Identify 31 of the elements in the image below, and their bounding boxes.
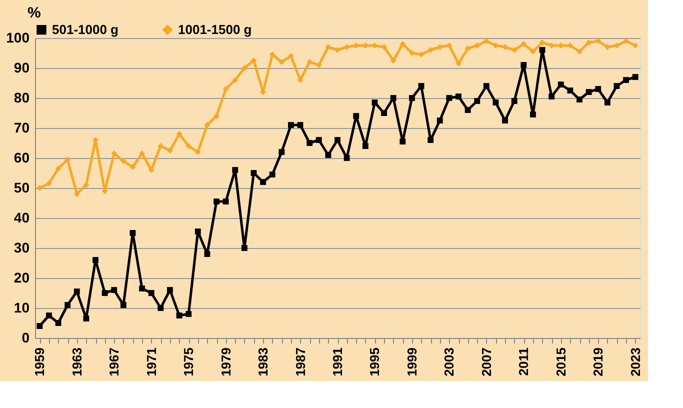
y-tick-label: 0 xyxy=(22,330,30,346)
x-tick-label: 2019 xyxy=(590,348,606,376)
x-tick-label: 2023 xyxy=(628,348,643,376)
y-tick-label: 60 xyxy=(14,150,30,166)
y-tick-label: 30 xyxy=(14,240,30,256)
x-tick-label: 1987 xyxy=(292,348,308,376)
y-tick-label: 100 xyxy=(6,30,30,46)
y-tick-label: 80 xyxy=(14,90,30,106)
x-tick-label: 2003 xyxy=(442,348,457,376)
y-tick-label: 70 xyxy=(14,120,30,136)
y-tick-label: 10 xyxy=(14,300,30,316)
x-tick-label: 2015 xyxy=(553,348,568,376)
x-tick-label: 1983 xyxy=(256,348,271,376)
y-tick-label: 20 xyxy=(14,270,30,286)
y-tick-label: 50 xyxy=(14,180,30,196)
x-tick-label: 1967 xyxy=(106,348,122,376)
y-axis-title: % xyxy=(28,4,41,22)
x-tick-label: 1979 xyxy=(218,348,234,376)
x-tick-label: 1991 xyxy=(330,348,345,376)
legend-label: 501-1000 g xyxy=(52,22,119,37)
x-tick-label: 1999 xyxy=(404,348,420,376)
x-tick-label: 1959 xyxy=(32,348,48,376)
x-tick-label: 2007 xyxy=(478,348,494,376)
x-tick-label: 1963 xyxy=(69,348,84,376)
x-tick-label: 1995 xyxy=(367,348,382,376)
y-tick-label: 40 xyxy=(14,210,30,226)
x-tick-label: 1975 xyxy=(181,348,196,376)
x-tick-label: 2011 xyxy=(516,348,532,376)
x-tick-label: 1971 xyxy=(144,348,159,376)
y-tick-label: 90 xyxy=(14,60,30,76)
legend-label: 1001-1500 g xyxy=(178,22,252,37)
